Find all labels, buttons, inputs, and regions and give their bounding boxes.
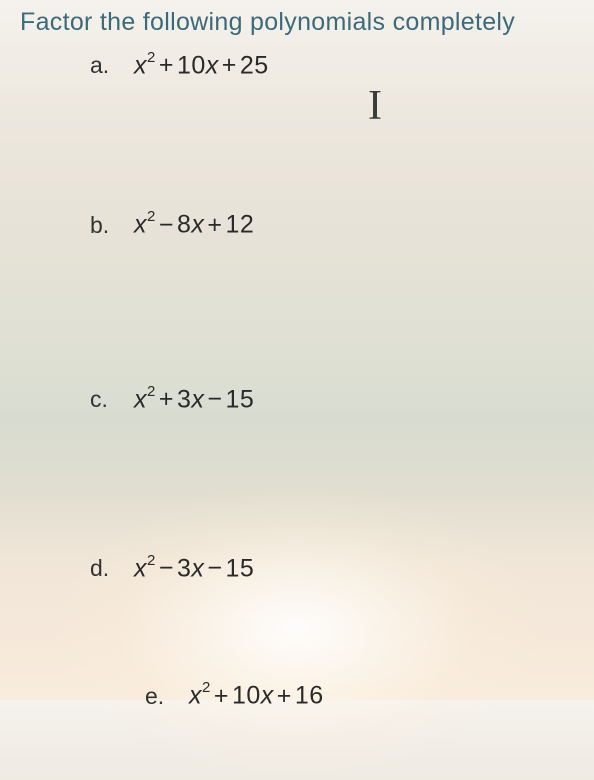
operator: +: [159, 385, 174, 413]
operator: −: [159, 211, 174, 239]
problem-expression: x2+3x−15: [134, 385, 254, 414]
operator: +: [214, 682, 229, 710]
constant: 12: [225, 211, 254, 239]
coefficient: 10: [177, 51, 206, 79]
operator: −: [159, 554, 174, 582]
problem-a: a. x2+10x+25: [90, 51, 584, 80]
problem-letter: c.: [90, 386, 112, 413]
variable: x: [189, 682, 202, 710]
text-cursor-icon: I: [368, 82, 382, 130]
variable: x: [191, 385, 204, 413]
coefficient: 8: [177, 211, 191, 239]
coefficient: 3: [177, 385, 191, 413]
problem-letter: b.: [90, 212, 112, 239]
constant: 15: [225, 554, 254, 582]
problem-c: c. x2+3x−15: [90, 385, 584, 414]
problem-expression: x2+10x+16: [189, 681, 324, 710]
variable: x: [261, 682, 274, 710]
operator: +: [159, 51, 174, 79]
exponent: 2: [202, 679, 211, 696]
exponent: 2: [147, 552, 156, 569]
variable: x: [191, 554, 204, 582]
operator: +: [277, 682, 292, 710]
coefficient: 3: [177, 554, 191, 582]
variable: x: [206, 51, 219, 79]
operator: −: [207, 385, 222, 413]
operator: +: [207, 211, 222, 239]
variable: x: [191, 211, 204, 239]
problem-e: e. x2+10x+16: [145, 681, 584, 710]
problem-d: d. x2−3x−15: [90, 554, 584, 583]
exponent: 2: [147, 383, 156, 400]
exponent: 2: [147, 208, 156, 225]
problem-letter: e.: [145, 683, 167, 710]
problem-b: b. x2−8x+12: [90, 210, 584, 239]
worksheet-title: Factor the following polynomials complet…: [10, 8, 584, 37]
problem-expression: x2+10x+25: [134, 51, 269, 80]
problem-letter: d.: [90, 555, 112, 582]
problem-expression: x2−8x+12: [134, 210, 254, 239]
variable: x: [134, 211, 147, 239]
coefficient: 10: [232, 682, 261, 710]
exponent: 2: [147, 49, 156, 66]
variable: x: [134, 51, 147, 79]
problem-expression: x2−3x−15: [134, 554, 254, 583]
constant: 25: [240, 51, 269, 79]
constant: 16: [295, 682, 324, 710]
worksheet-content: Factor the following polynomials complet…: [0, 0, 594, 719]
variable: x: [134, 385, 147, 413]
operator: −: [207, 554, 222, 582]
variable: x: [134, 554, 147, 582]
operator: +: [222, 51, 237, 79]
constant: 15: [225, 385, 254, 413]
problem-letter: a.: [90, 52, 112, 79]
